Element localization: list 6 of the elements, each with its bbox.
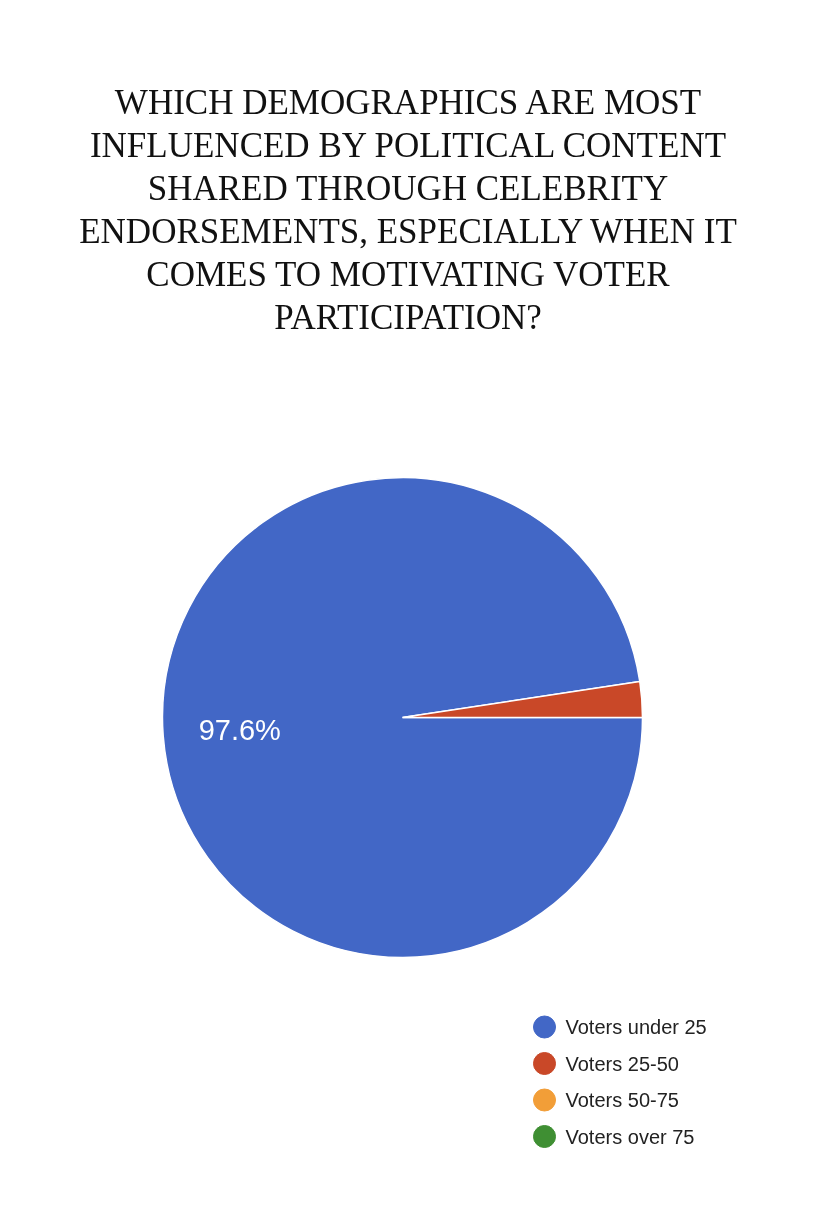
legend-label: Voters under 25 — [565, 1016, 707, 1038]
legend-label: Voters 50-75 — [565, 1089, 679, 1111]
data-label: 97.6% — [198, 713, 281, 746]
legend-label: Voters over 75 — [565, 1125, 695, 1148]
chart-title: WHICH DEMOGRAPHICS ARE MOST INFLUENCED BY POLITICAL CONTENT SHARED THROUGH CELEBRITY ENDORSEMENTS, ESPECIALLY WHEN IT COMES TO MOTIVATING VOTER PARTICIPATION? — [78, 82, 738, 339]
legend-label: Voters 25-50 — [565, 1052, 679, 1075]
